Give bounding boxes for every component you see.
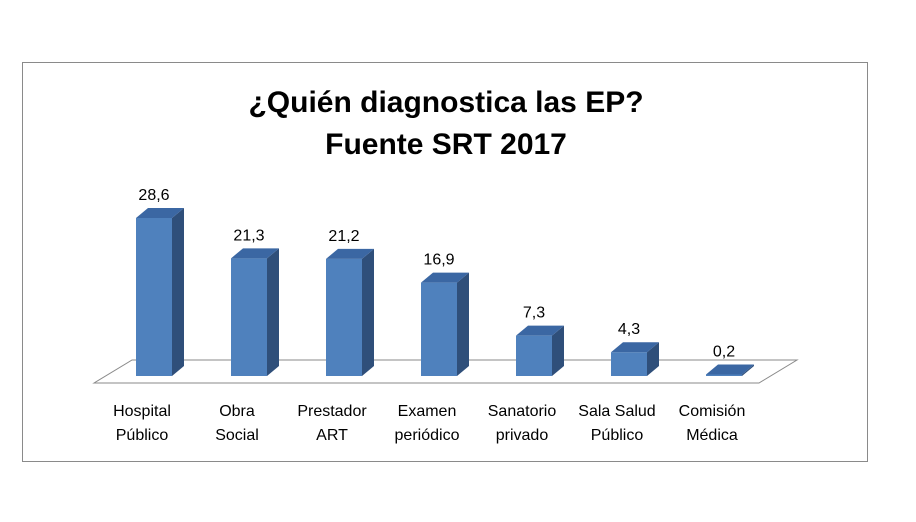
bar-front-7 bbox=[706, 374, 742, 376]
bar-side-7 bbox=[742, 364, 754, 376]
bar-top-7 bbox=[706, 364, 754, 375]
bar-1 bbox=[136, 208, 184, 376]
bar-3 bbox=[326, 248, 374, 376]
bars-group bbox=[136, 208, 754, 376]
bar-top-5 bbox=[516, 325, 564, 336]
data-label-7: 0,2 bbox=[713, 344, 735, 361]
bar-front-5 bbox=[516, 335, 552, 376]
bar-2 bbox=[231, 248, 279, 376]
category-label-2: Obra Social bbox=[215, 403, 259, 444]
data-label-6: 4,3 bbox=[618, 321, 640, 338]
data-label-4: 16,9 bbox=[423, 252, 454, 269]
data-labels-group: 28,6 21,3 21,2 16,9 7,3 4,3 0,2 bbox=[138, 187, 735, 361]
bar-front-3 bbox=[326, 258, 362, 376]
data-label-3: 21,2 bbox=[328, 228, 359, 245]
bar-top-1 bbox=[136, 208, 184, 218]
bar-top-6 bbox=[611, 342, 659, 353]
chart-title-line-1: ¿Quién diagnostica las EP? bbox=[248, 86, 643, 119]
category-label-7: Comisión Médica bbox=[679, 403, 746, 444]
bar-side-2 bbox=[267, 248, 279, 376]
bar-5 bbox=[516, 325, 564, 376]
bar-side-5 bbox=[552, 325, 564, 376]
bar-front-1 bbox=[136, 218, 172, 376]
category-label-3: Prestador ART bbox=[297, 403, 367, 444]
category-label-5: Sanatorio privado bbox=[488, 403, 557, 444]
bar-top-3 bbox=[326, 248, 374, 259]
bar-side-4 bbox=[457, 272, 469, 376]
bar-top-2 bbox=[231, 248, 279, 259]
bar-side-1 bbox=[172, 208, 184, 376]
category-label-4: Examen periódico bbox=[395, 403, 460, 444]
data-label-5: 7,3 bbox=[523, 305, 545, 322]
category-labels-group: Hospital Público Obra Social Prestador ART Exa… bbox=[113, 403, 745, 444]
chart-title-line-2: Fuente SRT 2017 bbox=[325, 128, 567, 161]
data-label-1: 28,6 bbox=[138, 187, 169, 204]
bar-4 bbox=[421, 272, 469, 376]
bar-7 bbox=[706, 364, 754, 376]
bar-6 bbox=[611, 342, 659, 376]
category-label-6: Sala Salud Público bbox=[578, 403, 655, 444]
bar-front-2 bbox=[231, 258, 267, 376]
bar-side-3 bbox=[362, 248, 374, 376]
bar-side-6 bbox=[647, 342, 659, 376]
category-label-1: Hospital Público bbox=[113, 403, 171, 444]
bar-front-4 bbox=[421, 282, 457, 376]
data-label-2: 21,3 bbox=[233, 227, 264, 244]
bar-front-6 bbox=[611, 352, 647, 376]
bar-top-4 bbox=[421, 272, 469, 283]
